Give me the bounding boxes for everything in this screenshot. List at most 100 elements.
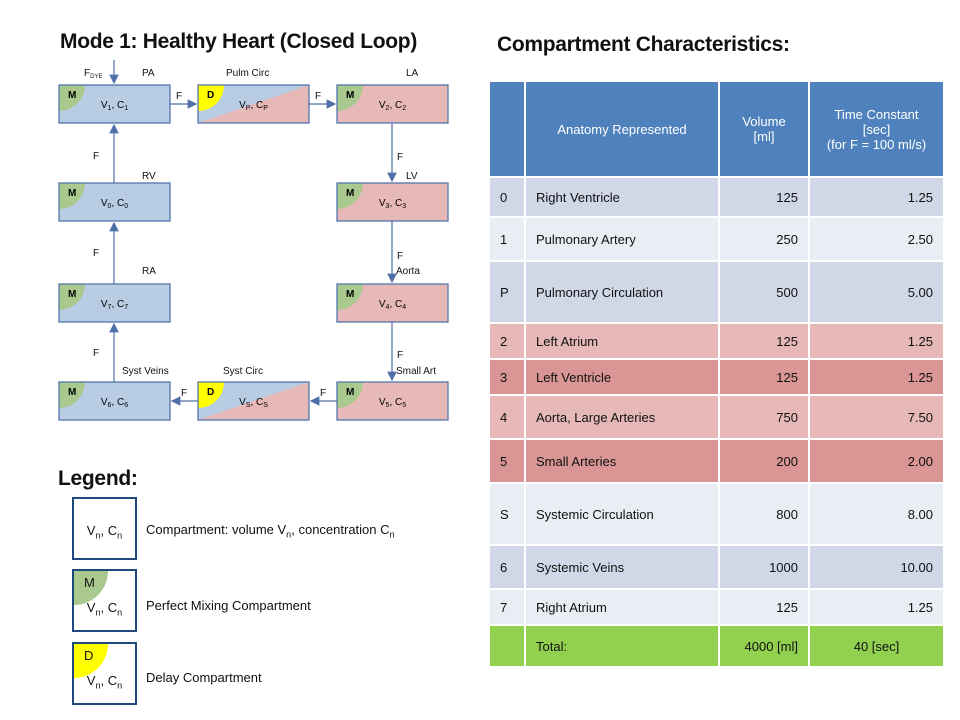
legend-compartment-box: Vn, Cn: [72, 497, 137, 560]
row-time-constant: 1.25: [808, 176, 945, 218]
legend-compartment-text-sub: n: [286, 529, 292, 540]
row-volume: 1000: [718, 544, 810, 590]
total-blank: [488, 624, 526, 668]
row-volume: 250: [718, 216, 810, 262]
row-volume: 125: [718, 176, 810, 218]
row-time-constant: 1.25: [808, 358, 945, 396]
row-anatomy: Systemic Veins: [524, 544, 720, 590]
compartment-lv: M V3, C3: [336, 182, 449, 222]
legend-mixing-c-sub: n: [117, 607, 123, 618]
compartment-letter: M: [68, 90, 76, 101]
row-volume: 500: [718, 260, 810, 324]
row-id: 4: [488, 394, 526, 440]
flow-label: F: [397, 152, 403, 163]
f-dye-label: FDYE: [84, 68, 102, 80]
mixing-quarter: [337, 85, 363, 111]
region-label-pa: PA: [142, 68, 155, 79]
table-header-row: Anatomy Represented Volume [ml] Time Con…: [488, 80, 945, 178]
legend-mixing-text: Perfect Mixing Compartment: [146, 598, 311, 613]
region-label-la: LA: [406, 68, 419, 79]
mixing-quarter: [59, 85, 85, 111]
legend-compartment-text: Compartment: volume Vn, concentration Cn: [146, 522, 395, 540]
table-row: 5 Small Arteries 200 2.00: [488, 438, 945, 484]
row-time-constant: 8.00: [808, 482, 945, 546]
legend-compartment-text-b: , concentration C: [291, 522, 390, 537]
table-row: S Systemic Circulation 800 8.00: [488, 482, 945, 546]
compartment-small: M V5, C5: [336, 381, 449, 421]
compartment-letter: M: [68, 188, 76, 199]
row-id: 3: [488, 358, 526, 396]
table-row: P Pulmonary Circulation 500 5.00: [488, 260, 945, 324]
region-label-aorta: Aorta: [396, 266, 420, 277]
mixing-quarter: [59, 382, 85, 408]
region-label-small-art: Small Art: [396, 366, 436, 377]
compartment-la: M V2, C2: [336, 84, 449, 124]
legend-compartment-text-a: Compartment: volume V: [146, 522, 287, 537]
region-label-ra: RA: [142, 266, 156, 277]
legend-mixing-v-sub: n: [95, 607, 101, 618]
region-label-rv: RV: [142, 171, 156, 182]
delay-quarter: [198, 85, 224, 111]
legend-delay-c: , C: [100, 673, 118, 688]
flow-label: F: [93, 348, 99, 359]
legend-delay-quarter: [74, 644, 108, 678]
row-anatomy: Aorta, Large Arteries: [524, 394, 720, 440]
compartment-letter: M: [346, 289, 354, 300]
row-id: 7: [488, 588, 526, 626]
compartment-letter: D: [207, 387, 214, 398]
legend-title: Legend:: [58, 467, 138, 490]
flow-label: F: [315, 91, 321, 102]
legend-delay-text: Delay Compartment: [146, 670, 262, 685]
compartment-letter: M: [68, 289, 76, 300]
total-time-constant: 40 [sec]: [808, 624, 945, 668]
compartment-letter: M: [346, 90, 354, 101]
header-volume: Volume [ml]: [718, 80, 810, 178]
compartment-label: VP, CP: [239, 100, 268, 112]
row-volume: 200: [718, 438, 810, 484]
table-title: Compartment Characteristics:: [497, 33, 790, 56]
flow-label: F: [397, 251, 403, 262]
legend-mixing-c: , C: [100, 600, 118, 615]
row-id: 6: [488, 544, 526, 590]
legend-c-sub: n: [117, 530, 123, 541]
row-anatomy: Left Ventricle: [524, 358, 720, 396]
legend-v-sub: n: [95, 530, 101, 541]
compartment-veins: M V6, C6: [58, 381, 171, 421]
compartment-letter: M: [68, 387, 76, 398]
total-label: Total:: [524, 624, 720, 668]
mixing-quarter: [337, 382, 363, 408]
flow-label: F: [93, 151, 99, 162]
row-volume: 800: [718, 482, 810, 546]
legend-mixing-quarter: [74, 571, 108, 605]
flow-label: F: [397, 350, 403, 361]
row-id: 5: [488, 438, 526, 484]
header-time-constant: Time Constant [sec] (for F = 100 ml/s): [808, 80, 945, 178]
row-time-constant: 2.00: [808, 438, 945, 484]
row-anatomy: Right Ventricle: [524, 176, 720, 218]
table-row: 7 Right Atrium 125 1.25: [488, 588, 945, 626]
diagram-title: Mode 1: Healthy Heart (Closed Loop): [60, 30, 418, 53]
compartment-label: V5, C5: [379, 397, 406, 409]
compartment-pa: M V1, C1: [58, 84, 171, 124]
table-body: 0 Right Ventricle 125 1.25 1 Pulmonary Artery…: [488, 176, 945, 668]
compartment-label: V7, C7: [101, 299, 128, 311]
legend-delay-v-sub: n: [95, 680, 101, 691]
legend-delay-letter: D: [84, 648, 94, 663]
region-label-pulm-circ: Pulm Circ: [226, 68, 269, 79]
compartment-pulm: D VP, CP: [197, 84, 310, 124]
compartment-ra: M V7, C7: [58, 283, 171, 323]
table-row: 4 Aorta, Large Arteries 750 7.50: [488, 394, 945, 440]
compartment-fill-pink: [198, 382, 309, 420]
compartment-table: Anatomy Represented Volume [ml] Time Con…: [488, 80, 945, 668]
header-anatomy: Anatomy Represented: [524, 80, 720, 178]
header-id: [488, 80, 526, 178]
row-time-constant: 1.25: [808, 588, 945, 626]
compartment-label: V4, C4: [379, 299, 406, 311]
mixing-quarter: [337, 284, 363, 310]
legend-mixing-letter: M: [84, 575, 95, 590]
legend-mixing-v: V: [86, 600, 96, 615]
row-volume: 125: [718, 358, 810, 396]
compartment-letter: D: [207, 90, 214, 101]
compartment-syst: D VS, CS: [197, 381, 310, 421]
table-row: 6 Systemic Veins 1000 10.00: [488, 544, 945, 590]
